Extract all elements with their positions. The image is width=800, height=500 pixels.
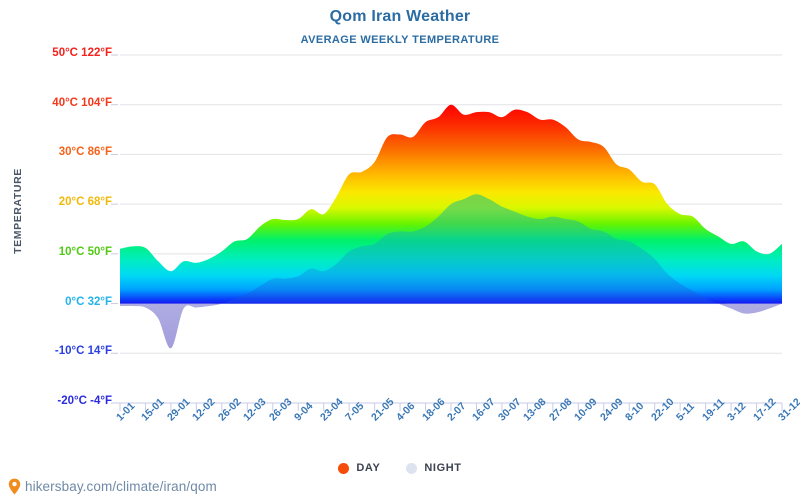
x-axis-tick-label: 13-08 <box>521 396 549 424</box>
legend-item-night[interactable]: NIGHT <box>406 462 461 474</box>
x-axis-tick-label: 22-10 <box>648 396 677 424</box>
circle-marker-icon <box>338 462 350 474</box>
y-axis-tick-label: 40°C 104°F <box>52 96 112 109</box>
x-axis-tick-label: 26-02 <box>215 396 244 424</box>
circle-marker-icon <box>406 462 418 474</box>
x-axis-tick-label: 10-09 <box>572 396 600 424</box>
y-axis-tick-label: 50°C 122°F <box>52 47 112 59</box>
page-title: Qom Iran Weather <box>329 8 471 25</box>
x-axis-tick-label: 23-04 <box>317 396 346 424</box>
night-area <box>120 194 782 304</box>
x-axis-tick-label: 12-03 <box>241 396 269 424</box>
x-axis-tick-label: 18-06 <box>419 396 448 424</box>
x-axis-tick-label: 15-01 <box>139 396 167 424</box>
x-axis-tick-label: 26-03 <box>266 396 295 424</box>
x-axis-tick-label: 24-09 <box>597 396 626 424</box>
y-axis-tick-label: -10°C 14°F <box>54 345 112 358</box>
y-axis-tick-labels: 50°C 122°F 40°C 104°F 30°C 86°F 20°C 68°F 10… <box>0 0 112 500</box>
legend-item-day[interactable]: DAY <box>338 462 380 474</box>
source-url: hikersbay.com/climate/iran/qom <box>25 479 217 494</box>
x-axis-tick-label: 31-12 <box>776 396 800 424</box>
x-axis-tick-label: 3-12 <box>725 400 749 424</box>
x-axis-tick-label: 12-02 <box>190 396 218 424</box>
chart-subtitle: AVERAGE WEEKLY TEMPERATURE <box>300 34 500 46</box>
x-axis-tick-label: 16-07 <box>470 396 498 424</box>
y-axis-tick-label: 10°C 50°F <box>58 245 112 258</box>
y-axis-tick-label: -20°C -4°F <box>57 395 112 407</box>
y-axis-tick-label: 0°C 32°F <box>65 295 112 308</box>
x-axis-tick-label: 2-07 <box>445 400 469 424</box>
x-axis-tick-label: 30-07 <box>495 396 524 424</box>
x-axis-tick-label: 19-11 <box>699 396 727 424</box>
x-axis-tick-label: 27-08 <box>546 396 575 424</box>
x-axis-tick-label: 7-05 <box>343 400 367 424</box>
chart-legend: DAY NIGHT <box>0 462 800 474</box>
legend-label-day: DAY <box>356 462 381 474</box>
map-pin-icon <box>8 478 21 495</box>
x-axis-tick-label: 29-01 <box>164 396 193 424</box>
x-axis-tick-label: 5-11 <box>674 400 698 424</box>
x-axis-tick-label: 17-12 <box>750 396 779 424</box>
source-link[interactable]: hikersbay.com/climate/iran/qom <box>8 478 217 495</box>
x-axis-tick-label: 1-01 <box>114 400 138 424</box>
x-axis-tick-label: 21-05 <box>368 396 397 424</box>
x-axis-tick-label: 8-10 <box>623 400 647 424</box>
x-axis-tick-label: 9-04 <box>292 400 316 424</box>
x-axis <box>111 402 783 411</box>
legend-label-night: NIGHT <box>424 462 462 474</box>
y-axis-tick-label: 30°C 86°F <box>58 146 112 159</box>
y-axis-tick-label: 20°C 68°F <box>58 196 112 209</box>
x-axis-tick-label: 4-06 <box>394 400 418 424</box>
